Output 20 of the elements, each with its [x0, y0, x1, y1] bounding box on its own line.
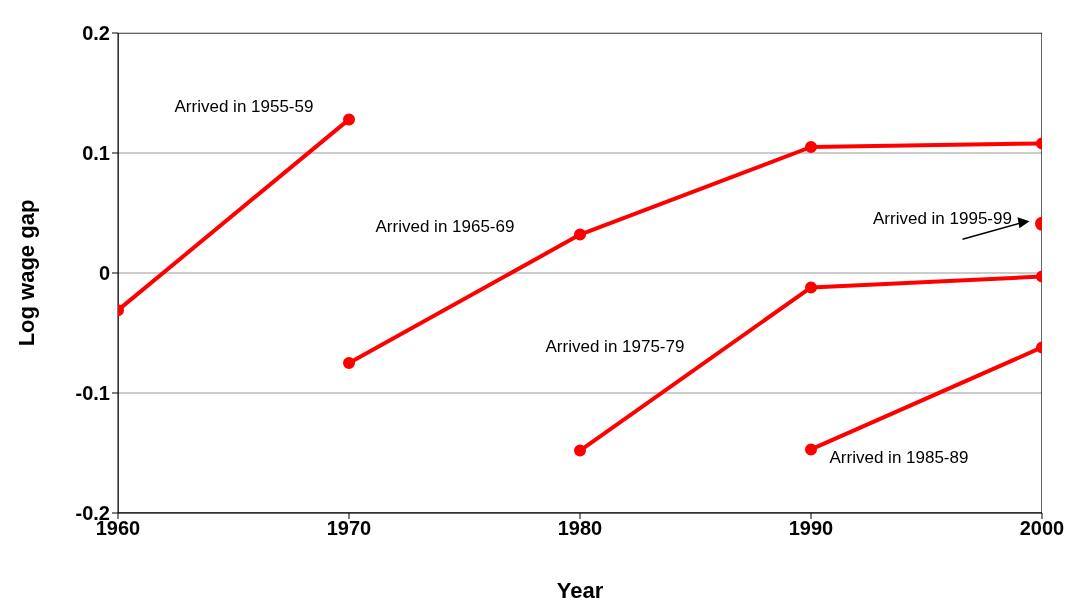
- series-label: Arrived in 1955-59: [174, 96, 314, 116]
- point: [574, 444, 586, 457]
- series-label: Arrived in 1995-99: [873, 208, 1012, 228]
- y-axis-title: Log wage gap: [13, 199, 39, 347]
- y-tick-label: -0.1: [75, 382, 110, 405]
- y-tick-label: 0.2: [82, 22, 110, 45]
- x-tick-label: 1970: [326, 517, 372, 540]
- x-axis-title: Year: [556, 578, 604, 603]
- x-tick-label: 1980: [557, 517, 603, 540]
- point: [805, 281, 817, 294]
- point: [343, 357, 355, 369]
- x-tick-label: 2000: [1019, 517, 1065, 540]
- series-label: Arrived in 1965-69: [375, 217, 515, 237]
- y-tick-label: 0: [98, 262, 110, 285]
- x-tick-label: 1990: [788, 517, 834, 540]
- point: [805, 141, 817, 153]
- series-label: Arrived in 1985-89: [829, 447, 969, 467]
- series-label: Arrived in 1975-79: [545, 337, 685, 357]
- point: [574, 228, 586, 241]
- y-tick-label: 0.1: [82, 142, 110, 165]
